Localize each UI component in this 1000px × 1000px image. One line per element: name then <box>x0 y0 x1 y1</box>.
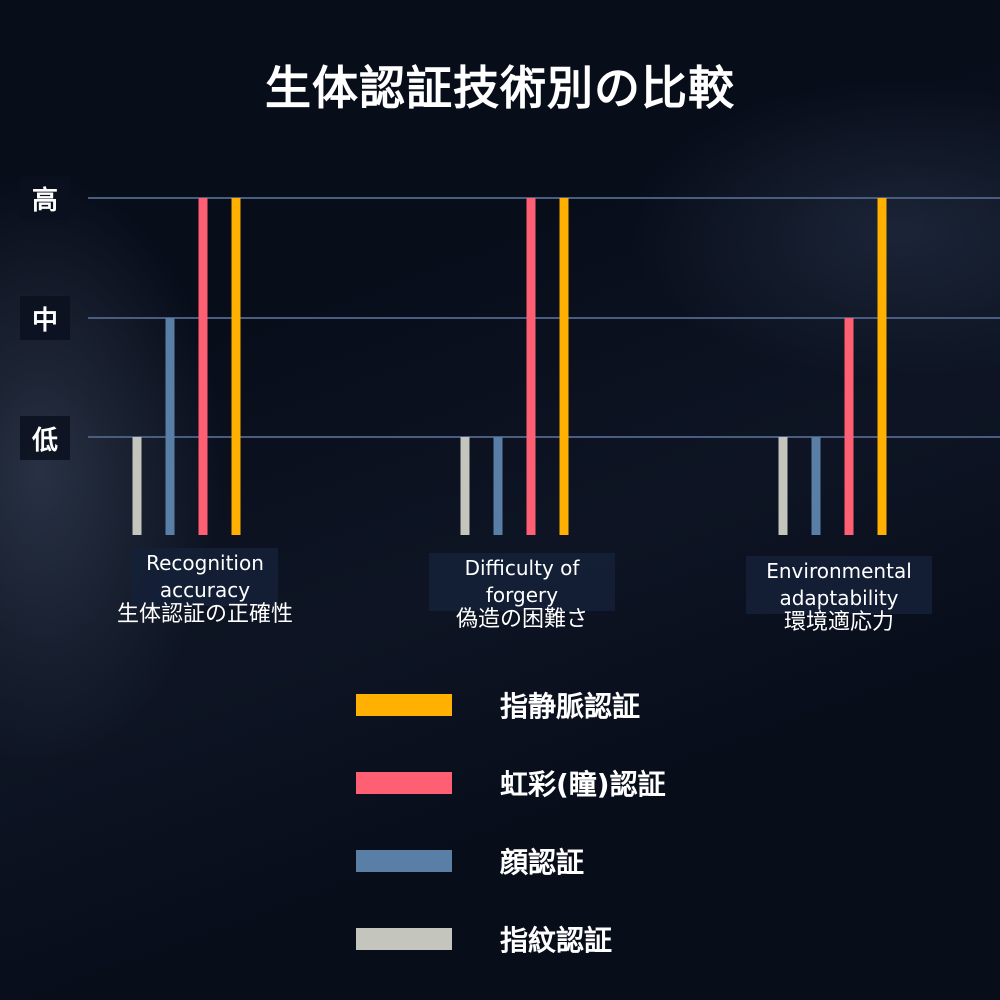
bar-series2-category2 <box>493 437 503 535</box>
category-label-3: Environmental adaptability 環境適応力 <box>714 556 964 636</box>
legend-label-fingerprint: 指紋認証 <box>500 924 613 957</box>
bar-series4-category1 <box>231 198 241 535</box>
legend-swatch-face <box>356 850 452 872</box>
bars <box>132 198 887 535</box>
bar-series3-category2 <box>526 198 536 535</box>
category-3-ja: 環境適応力 <box>783 610 894 635</box>
category-2-en: Difficulty of forgery <box>429 553 615 611</box>
bar-series4-category3 <box>877 198 887 535</box>
bar-series1-category1 <box>132 437 142 535</box>
legend-label-face: 顔認証 <box>500 846 585 879</box>
legend-item-vein: 指静脈認証 <box>356 685 640 725</box>
legend-swatch-iris <box>356 772 452 794</box>
legend-label-vein: 指静脈認証 <box>500 690 641 723</box>
category-2-ja: 偽造の困難さ <box>455 607 588 632</box>
gridlines <box>88 197 1000 438</box>
category-1-en: Recognition accuracy <box>132 548 278 606</box>
category-label-2: Difficulty of forgery 偽造の困難さ <box>397 553 647 633</box>
y-tick-high: 高 <box>20 176 70 220</box>
chart-title: 生体認証技術別の比較 <box>265 61 735 115</box>
bar-series3-category3 <box>844 318 854 535</box>
bar-series2-category1 <box>165 318 175 535</box>
legend-label-iris: 虹彩(瞳)認証 <box>500 768 666 801</box>
legend-item-face: 顔認証 <box>356 841 584 881</box>
legend-swatch-vein <box>356 694 452 716</box>
bar-series2-category3 <box>811 437 821 535</box>
legend-item-iris: 虹彩(瞳)認証 <box>356 763 666 803</box>
legend-swatch-fingerprint <box>356 928 452 950</box>
bar-series1-category2 <box>460 437 470 535</box>
bar-series1-category3 <box>778 437 788 535</box>
bar-series3-category1 <box>198 198 208 535</box>
bar-series4-category2 <box>559 198 569 535</box>
y-tick-low: 低 <box>20 416 70 460</box>
category-1-ja: 生体認証の正確性 <box>116 602 293 627</box>
y-tick-medium: 中 <box>20 296 70 340</box>
category-label-1: Recognition accuracy 生体認証の正確性 <box>80 548 330 628</box>
category-3-en: Environmental adaptability <box>746 556 932 614</box>
legend-item-fingerprint: 指紋認証 <box>356 919 612 959</box>
